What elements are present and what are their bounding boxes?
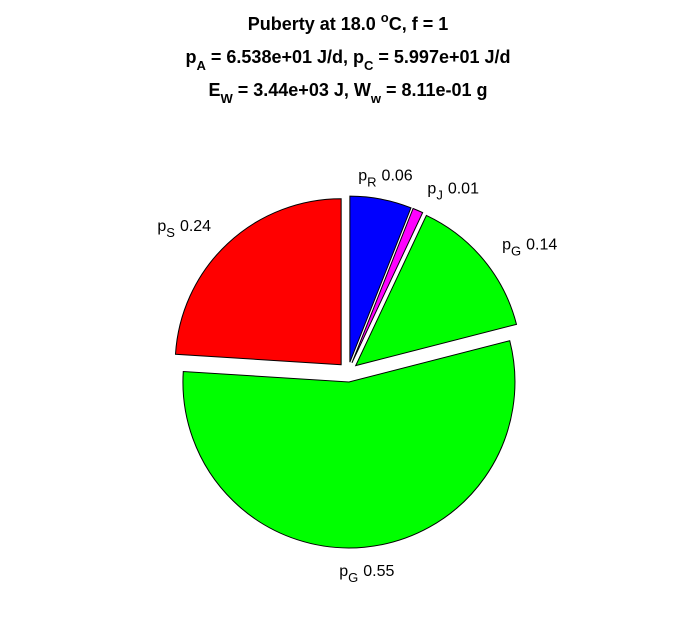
- subscript: A: [197, 58, 207, 73]
- subscript: w: [370, 91, 382, 106]
- chart-title: pA = 6.538e+01 J/d, pC = 5.997e+01 J/d: [186, 47, 511, 73]
- title-text: = 6.538e+01 J/d, p: [206, 47, 364, 67]
- pie-slice: [349, 195, 412, 363]
- label-value: 0.06: [382, 168, 413, 185]
- label-symbol: p: [502, 237, 511, 254]
- title-text: = 8.11e-01 g: [381, 80, 488, 100]
- label-symbol: p: [427, 180, 436, 197]
- pie-slice: [174, 198, 342, 366]
- title-text: Puberty at 18.0: [248, 14, 381, 34]
- chart-title: Puberty at 18.0 oC, f = 1: [248, 10, 449, 34]
- label-value: 0.01: [448, 180, 479, 197]
- label-subscript: G: [511, 244, 521, 259]
- pie-slice: [182, 340, 516, 549]
- label-symbol: p: [358, 168, 367, 185]
- label-symbol: p: [339, 563, 348, 580]
- pie-slice: [351, 207, 424, 364]
- label-value: 0.55: [363, 563, 394, 580]
- label-subscript: G: [348, 570, 358, 585]
- title-text: p: [186, 47, 197, 67]
- subscript: C: [364, 58, 374, 73]
- pie-slice: [354, 214, 518, 367]
- subscript: W: [220, 91, 233, 106]
- label-value: 0.24: [180, 218, 211, 235]
- label-subscript: J: [436, 187, 443, 202]
- slice-label: pJ 0.01: [427, 180, 479, 202]
- title-text: = 5.997e+01 J/d: [373, 47, 510, 67]
- slice-label: pR 0.06: [358, 168, 413, 190]
- label-symbol: p: [157, 218, 166, 235]
- title-text: C, f = 1: [389, 14, 449, 34]
- chart-title: EW = 3.44e+03 J, Ww = 8.11e-01 g: [208, 80, 487, 106]
- label-subscript: S: [166, 225, 175, 240]
- slice-label: pG 0.14: [502, 237, 557, 259]
- label-value: 0.14: [526, 237, 557, 254]
- slice-label: pS 0.24: [157, 218, 211, 240]
- slice-label: pG 0.55: [339, 563, 394, 585]
- superscript: o: [381, 10, 389, 25]
- label-subscript: R: [367, 175, 376, 190]
- title-text: E: [208, 80, 220, 100]
- title-text: = 3.44e+03 J, W: [233, 80, 371, 100]
